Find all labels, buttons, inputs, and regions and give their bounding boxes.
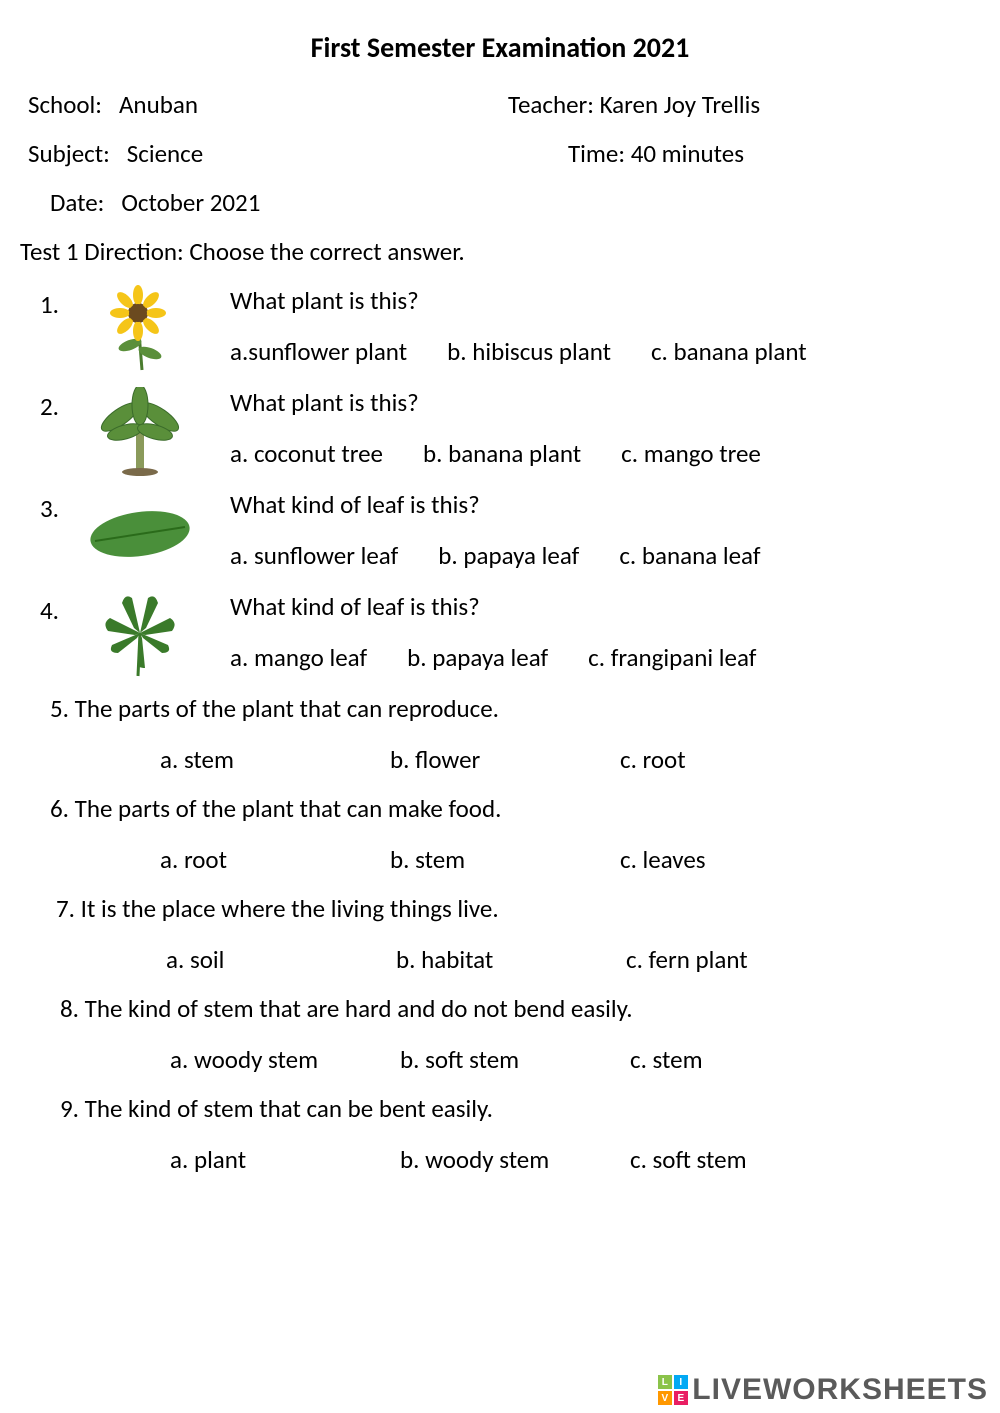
banana-leaf-icon: [80, 489, 200, 579]
header-row-2: Subject: Science Time: 40 minutes: [20, 138, 980, 169]
question-number: 5.: [50, 693, 69, 724]
subject-label: Subject:: [28, 138, 110, 169]
question-text: What plant is this?: [230, 285, 980, 316]
question-text: It is the place where the living things …: [81, 893, 499, 924]
question-2: 2. What plant is this? a. coconut tree b…: [20, 387, 980, 477]
question-text: The parts of the plant that can reproduc…: [75, 693, 499, 724]
choice-b[interactable]: b. banana plant: [423, 438, 581, 469]
school-label: School:: [28, 89, 102, 120]
liveworksheets-watermark: LIVE LIVEWORKSHEETS: [658, 1373, 988, 1407]
choice-b[interactable]: b. stem: [390, 844, 620, 875]
choice-a[interactable]: a. plant: [170, 1144, 400, 1175]
choice-a[interactable]: a. stem: [160, 744, 390, 775]
subject-value: Science: [127, 138, 203, 169]
choice-a[interactable]: a. sunflower leaf: [230, 540, 398, 571]
choice-a[interactable]: a. coconut tree: [230, 438, 383, 469]
choice-b[interactable]: b. papaya leaf: [407, 642, 548, 673]
question-1: 1. What plant is this? a.sunflower plant…: [20, 285, 980, 375]
question-3: 3. What kind of leaf is this? a. sunflow…: [20, 489, 980, 579]
question-number: 3.: [40, 489, 80, 524]
question-text: What kind of leaf is this?: [230, 489, 980, 520]
time-value: 40 minutes: [631, 138, 744, 169]
question-number: 6.: [50, 793, 69, 824]
choice-c[interactable]: c. soft stem: [630, 1144, 860, 1175]
question-number: 9.: [60, 1093, 79, 1124]
choice-c[interactable]: c. root: [620, 744, 850, 775]
school-value: Anuban: [119, 89, 198, 120]
header-row-3: Date: October 2021: [20, 187, 980, 218]
choice-a[interactable]: a. root: [160, 844, 390, 875]
choice-c[interactable]: c. frangipani leaf: [588, 642, 756, 673]
question-4: 4. What kind of leaf is this? a. mango l…: [20, 591, 980, 681]
choice-c[interactable]: c. stem: [630, 1044, 860, 1075]
question-text: The parts of the plant that can make foo…: [75, 793, 502, 824]
question-8: 8. The kind of stem that are hard and do…: [20, 993, 980, 1075]
question-text: What kind of leaf is this?: [230, 591, 980, 622]
choice-a[interactable]: a. woody stem: [170, 1044, 400, 1075]
question-9: 9. The kind of stem that can be bent eas…: [20, 1093, 980, 1175]
choice-b[interactable]: b. papaya leaf: [438, 540, 579, 571]
choice-c[interactable]: c. banana plant: [651, 336, 807, 367]
question-text: The kind of stem that can be bent easily…: [85, 1093, 493, 1124]
question-number: 2.: [40, 387, 80, 422]
header-row-1: School: Anuban Teacher: Karen Joy Trelli…: [20, 89, 980, 120]
date-value: October 2021: [121, 187, 260, 218]
test-direction: Test 1 Direction: Choose the correct ans…: [20, 236, 980, 267]
time-label: Time:: [568, 138, 625, 169]
choice-b[interactable]: b. woody stem: [400, 1144, 630, 1175]
choice-c[interactable]: c. leaves: [620, 844, 850, 875]
question-number: 1.: [40, 285, 80, 320]
question-text: The kind of stem that are hard and do no…: [85, 993, 633, 1024]
choice-b[interactable]: b. hibiscus plant: [447, 336, 611, 367]
page-title: First Semester Examination 2021: [20, 30, 980, 65]
question-6: 6. The parts of the plant that can make …: [20, 793, 980, 875]
teacher-label: Teacher:: [508, 89, 594, 120]
choice-a[interactable]: a.sunflower plant: [230, 336, 407, 367]
papaya-leaf-icon: [80, 591, 200, 681]
question-7: 7. It is the place where the living thin…: [20, 893, 980, 975]
choice-c[interactable]: c. fern plant: [626, 944, 856, 975]
sunflower-icon: [80, 285, 200, 375]
choice-a[interactable]: a. mango leaf: [230, 642, 367, 673]
question-5: 5. The parts of the plant that can repro…: [20, 693, 980, 775]
date-label: Date:: [50, 187, 104, 218]
choice-b[interactable]: b. habitat: [396, 944, 626, 975]
teacher-value: Karen Joy Trellis: [600, 89, 761, 120]
choice-b[interactable]: b. soft stem: [400, 1044, 630, 1075]
question-number: 8.: [60, 993, 79, 1024]
question-text: What plant is this?: [230, 387, 980, 418]
watermark-text: LIVEWORKSHEETS: [692, 1373, 988, 1407]
question-number: 4.: [40, 591, 80, 626]
choice-a[interactable]: a. soil: [166, 944, 396, 975]
choice-b[interactable]: b. flower: [390, 744, 620, 775]
question-number: 7.: [56, 893, 75, 924]
choice-c[interactable]: c. banana leaf: [619, 540, 760, 571]
choice-c[interactable]: c. mango tree: [621, 438, 761, 469]
banana-plant-icon: [80, 387, 200, 477]
